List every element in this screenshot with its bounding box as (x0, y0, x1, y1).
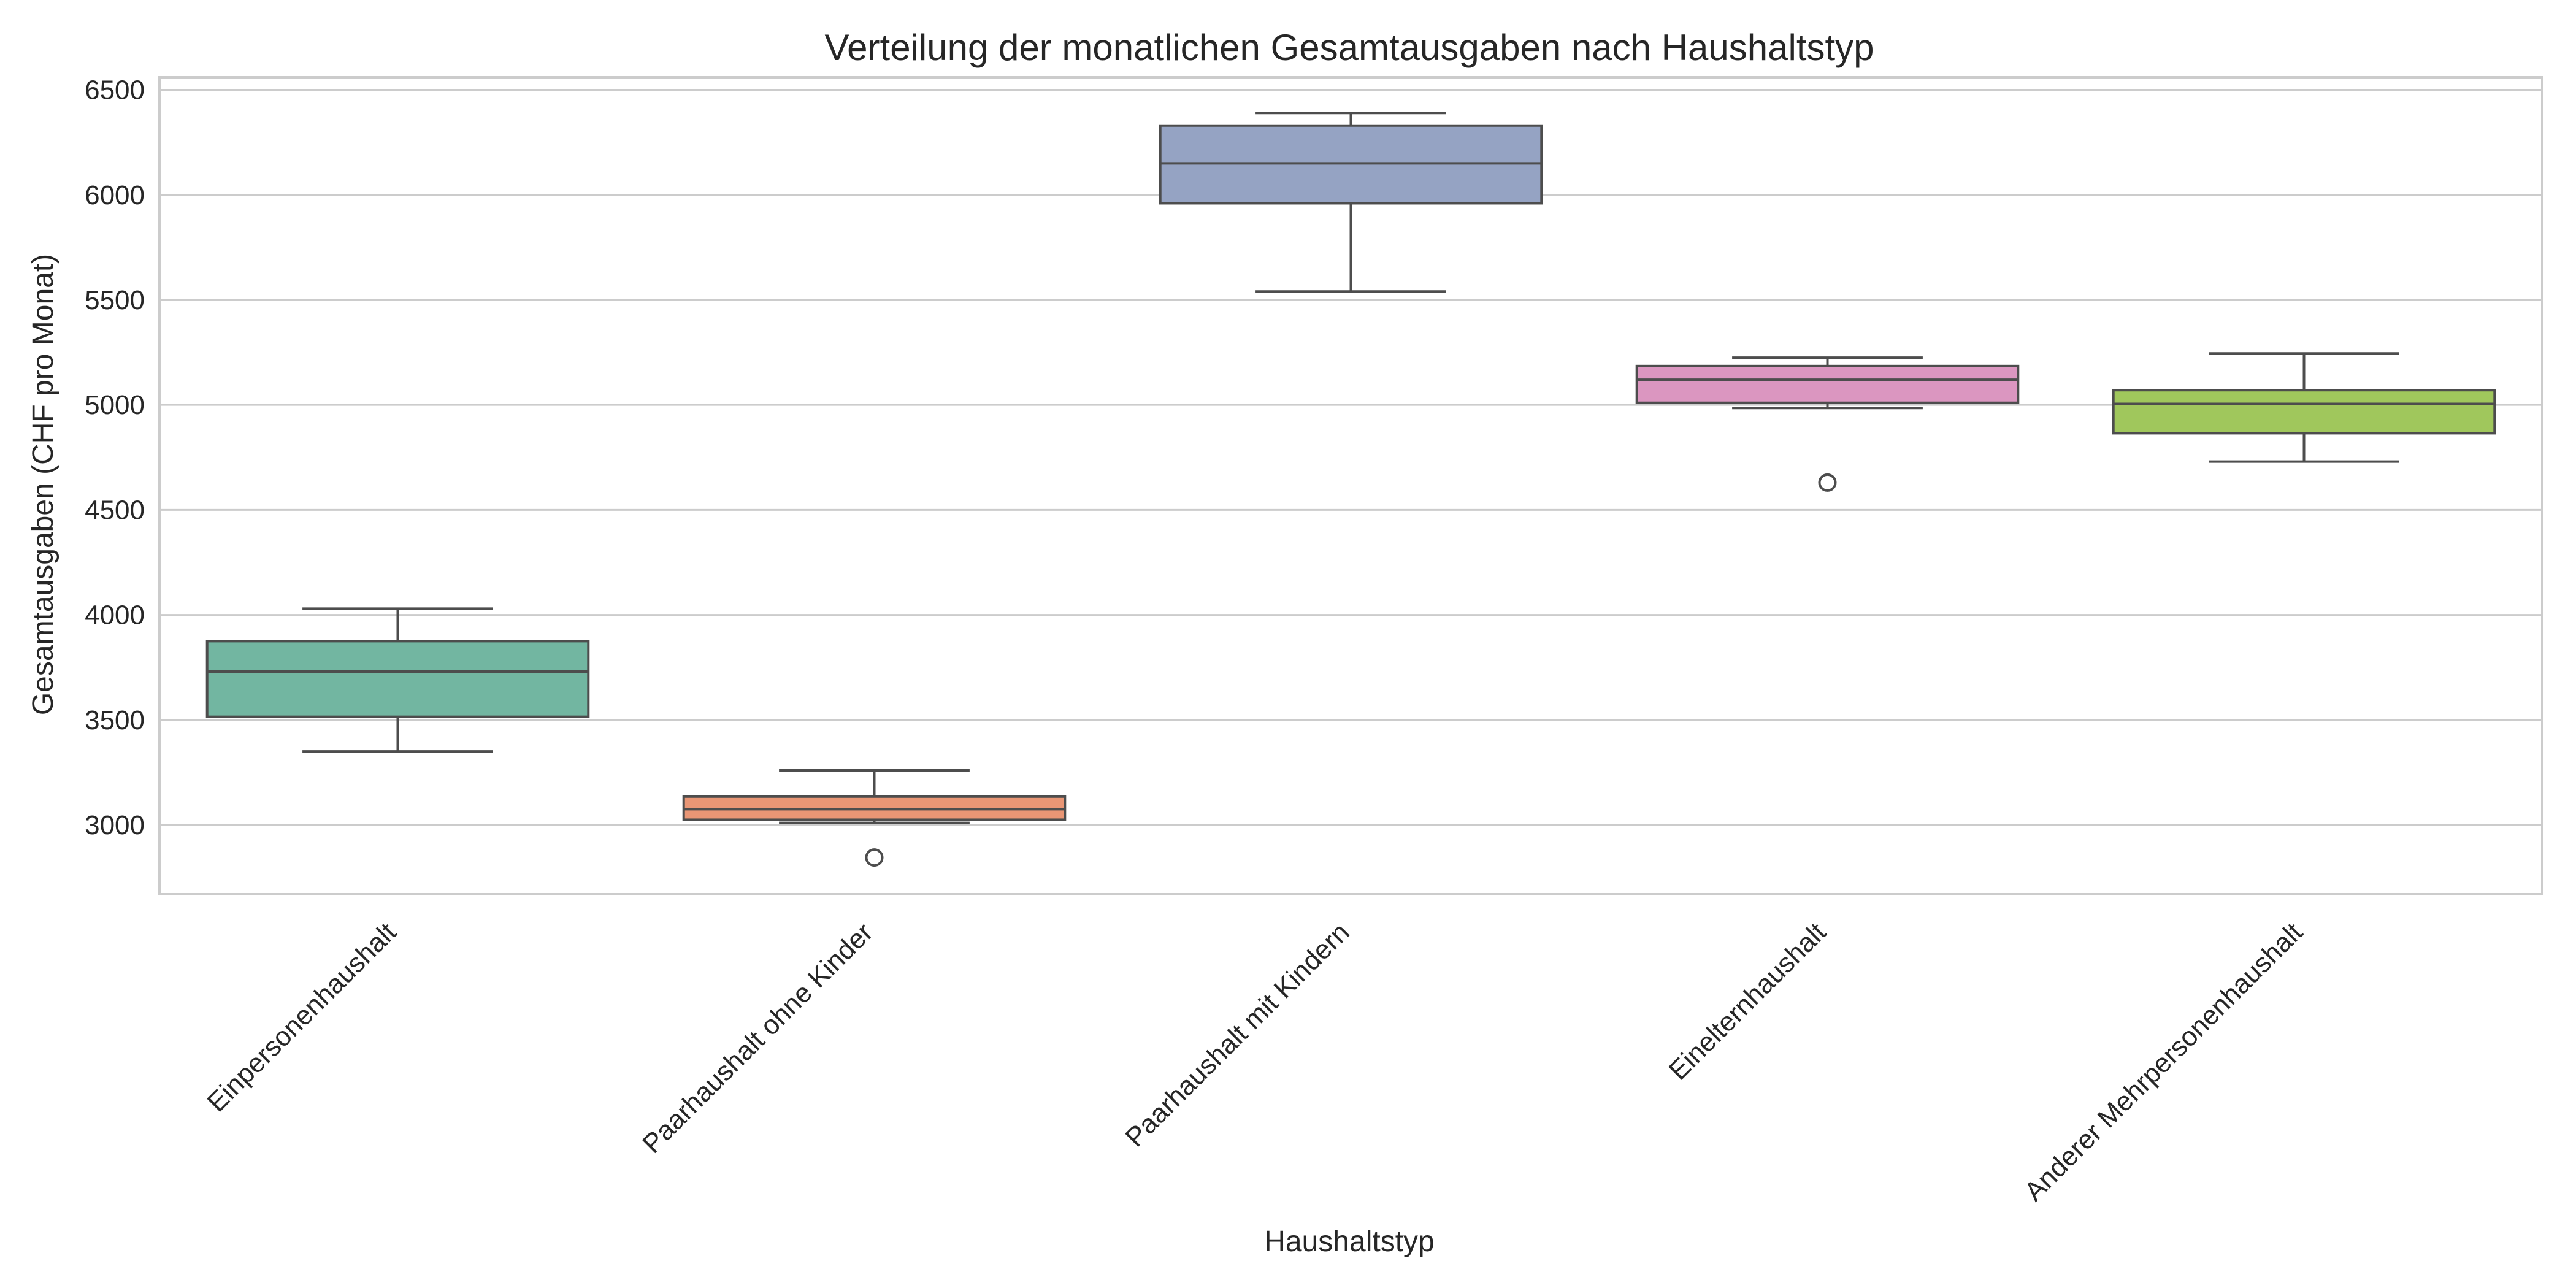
chart-title: Verteilung der monatlichen Gesamtausgabe… (824, 27, 1874, 68)
outlier-point (1818, 473, 1837, 492)
x-tick-label: Anderer Mehrpersonenhaushalt (2018, 917, 2308, 1206)
y-tick-label: 6500 (85, 75, 145, 105)
y-tick-label: 5000 (85, 390, 145, 420)
iqr-box (1635, 364, 2020, 404)
grid-lines (159, 89, 2542, 826)
y-tick-label: 4500 (85, 495, 145, 525)
box-group (1159, 112, 1543, 293)
y-tick-label: 3000 (85, 810, 145, 840)
y-axis-title: Gesamtausgaben (CHF pro Monat) (27, 254, 59, 715)
x-tick-label: Paarhaushalt mit Kindern (1120, 917, 1355, 1152)
outlier-point (865, 848, 884, 867)
iqr-box (2112, 389, 2496, 435)
y-tick-label: 6000 (85, 180, 145, 210)
y-axis-ticks: 3000 3500 4000 4500 5000 5500 6000 6500 (85, 75, 145, 840)
y-tick-label: 5500 (85, 285, 145, 315)
box-group (1635, 356, 2020, 492)
x-tick-label: Paarhaushalt ohne Kinder (637, 917, 878, 1159)
y-tick-label: 4000 (85, 600, 145, 631)
box-group (2112, 352, 2496, 463)
box-group (205, 607, 590, 753)
y-tick-label: 3500 (85, 705, 145, 735)
x-axis-ticks: Einpersonenhaushalt Paarhaushalt ohne Kin… (202, 917, 2309, 1206)
x-tick-label: Einelternhaushalt (1663, 917, 1831, 1086)
boxes (205, 112, 2496, 867)
iqr-box (205, 640, 590, 718)
x-axis-title: Haushaltstyp (1264, 1225, 1434, 1258)
plot-frame (158, 76, 2543, 895)
box-group (682, 769, 1067, 867)
x-tick-label: Einpersonenhaushalt (202, 917, 402, 1117)
